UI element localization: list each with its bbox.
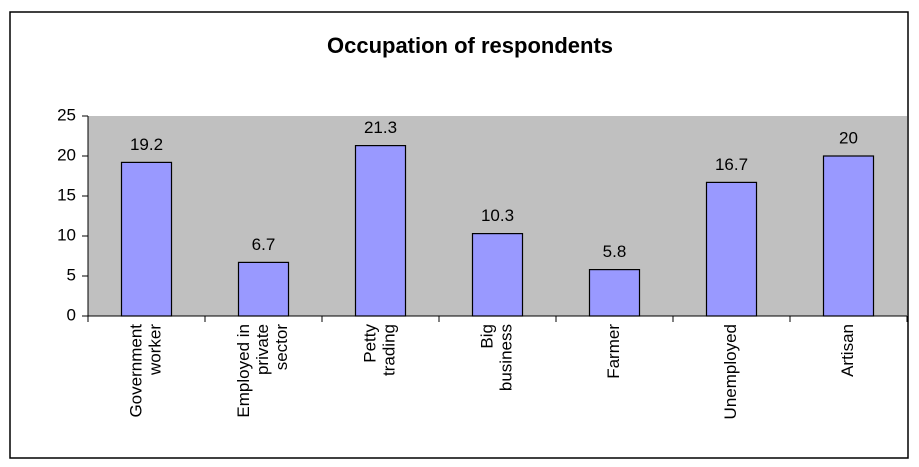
chart-title: Occupation of respondents	[327, 33, 613, 58]
x-tick-label: private	[253, 324, 272, 375]
bar	[822, 155, 875, 317]
x-tick-label: business	[496, 324, 515, 391]
value-label: 21.3	[364, 118, 397, 137]
y-tick-label: 15	[57, 185, 76, 204]
x-tick-label: Big	[477, 324, 496, 349]
value-label: 16.7	[715, 155, 748, 174]
y-tick-label: 5	[67, 265, 76, 284]
y-tick-label: 10	[57, 225, 76, 244]
bar	[705, 181, 758, 317]
y-tick-label: 20	[57, 145, 76, 164]
x-tick-label: Farmer	[604, 324, 623, 379]
x-tick-label: worker	[145, 324, 164, 376]
y-tick-label: 0	[67, 305, 76, 324]
value-label: 10.3	[481, 206, 514, 225]
x-tick-label: sector	[272, 324, 291, 371]
bar	[120, 161, 173, 317]
x-tick-label: Unemployed	[721, 324, 740, 419]
bar	[354, 145, 407, 317]
bar	[237, 261, 290, 317]
x-tick-label: Government	[126, 324, 145, 418]
x-tick-label: Artisan	[838, 324, 857, 377]
y-tick-label: 25	[57, 105, 76, 124]
bar	[588, 269, 641, 317]
bar	[471, 233, 524, 317]
value-label: 5.8	[603, 242, 627, 261]
x-tick-label: Employed in	[234, 324, 253, 418]
x-tick-label: Petty	[360, 324, 379, 363]
value-label: 19.2	[130, 135, 163, 154]
value-label: 6.7	[252, 235, 276, 254]
value-label: 20	[839, 128, 858, 147]
x-tick-label: trading	[379, 324, 398, 376]
